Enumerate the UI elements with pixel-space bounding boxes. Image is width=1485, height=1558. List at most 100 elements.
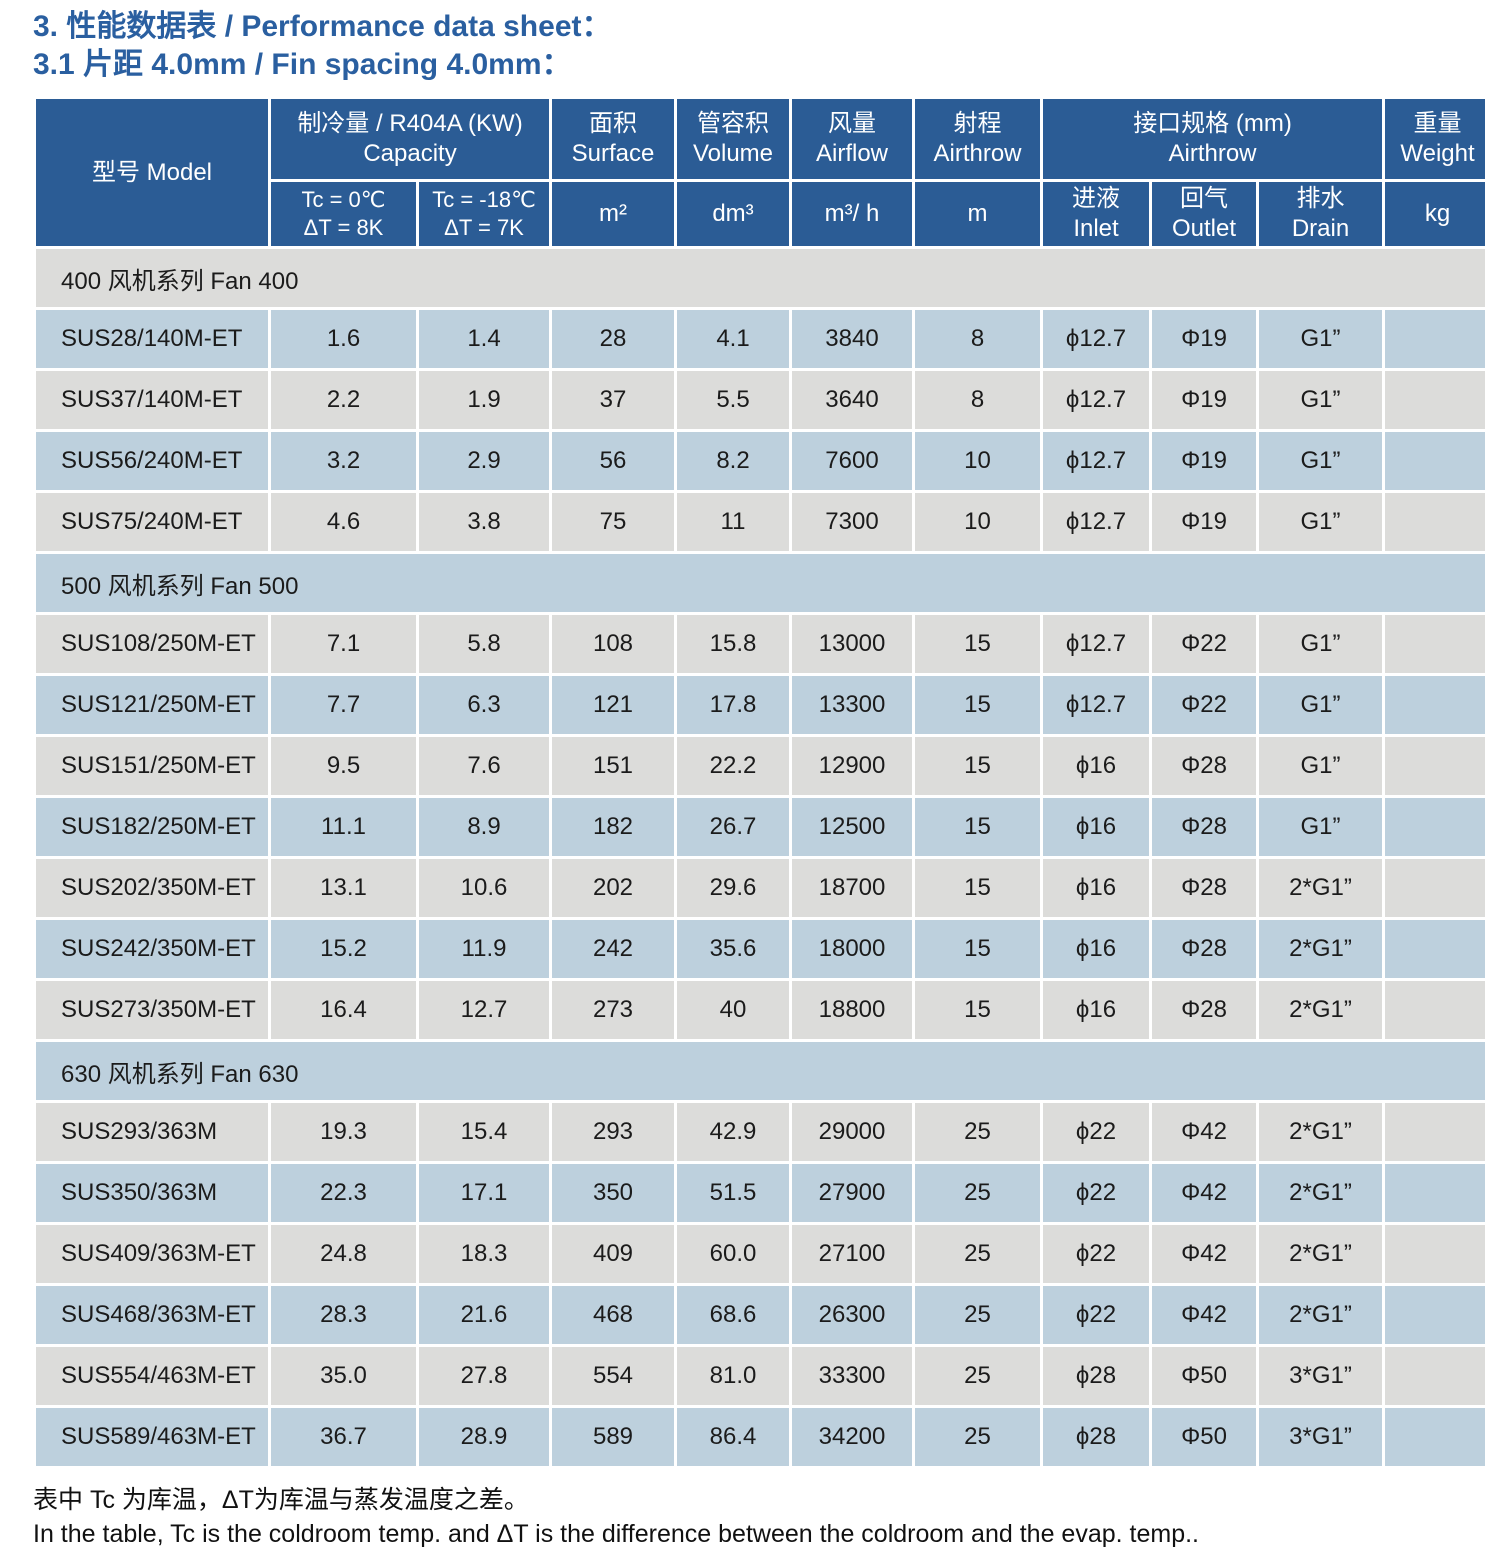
cell-model: SUS468/363M-ET [36,1286,268,1344]
cell-outlet: Φ50 [1152,1347,1256,1405]
header-airflow-en: Airflow [815,140,888,167]
cell-model: SUS56/240M-ET [36,432,268,490]
footnote-zh: 表中 Tc 为库温，ΔT为库温与蒸发温度之差。 [33,1486,529,1514]
cell-capacity-tc18: 21.6 [419,1286,549,1344]
cell-capacity-tc18: 18.3 [419,1225,549,1283]
cell-capacity-tc0: 3.2 [271,432,416,490]
header-airflow-zh: 风量 [828,110,876,137]
table-row: SUS182/250M-ET 11.1 8.9 182 26.7 12500 15 ϕ16 Φ2… [36,798,1485,856]
header-drain: 排水 Drain [1259,182,1383,246]
cell-capacity-tc18: 8.9 [419,798,549,856]
cell-drain: 2*G1” [1259,1225,1383,1283]
cell-outlet: Φ42 [1152,1103,1256,1161]
cell-weight [1385,1286,1485,1344]
header-surface-unit: m² [552,182,674,246]
cell-capacity-tc0: 28.3 [271,1286,416,1344]
cell-surface: 554 [552,1347,674,1405]
table-row: SUS589/463M-ET 36.7 28.9 589 86.4 34200 25 ϕ28 Φ… [36,1408,1485,1466]
header-outlet-zh: 回气 [1180,185,1228,212]
cell-model: SUS350/363M [36,1164,268,1222]
cell-capacity-tc0: 11.1 [271,798,416,856]
cell-outlet: Φ22 [1152,676,1256,734]
header-capacity-tc0-line1: Tc = 0℃ [301,187,386,212]
cell-volume: 81.0 [677,1347,789,1405]
cell-weight [1385,1164,1485,1222]
cell-airflow: 3840 [792,310,912,368]
cell-model: SUS554/463M-ET [36,1347,268,1405]
cell-drain: G1” [1259,615,1383,673]
cell-airthrow: 25 [915,1408,1040,1466]
cell-model: SUS37/140M-ET [36,371,268,429]
cell-inlet: ϕ22 [1043,1164,1149,1222]
cell-model: SUS28/140M-ET [36,310,268,368]
cell-model: SUS121/250M-ET [36,676,268,734]
header-inlet-zh: 进液 [1072,185,1120,212]
cell-airthrow: 10 [915,432,1040,490]
cell-inlet: ϕ12.7 [1043,310,1149,368]
cell-model: SUS151/250M-ET [36,737,268,795]
cell-drain: G1” [1259,432,1383,490]
cell-drain: G1” [1259,676,1383,734]
cell-volume: 42.9 [677,1103,789,1161]
cell-drain: G1” [1259,310,1383,368]
cell-volume: 35.6 [677,920,789,978]
cell-airthrow: 10 [915,493,1040,551]
cell-drain: G1” [1259,737,1383,795]
cell-capacity-tc18: 27.8 [419,1347,549,1405]
header-weight-unit: kg [1385,182,1485,246]
cell-airthrow: 15 [915,981,1040,1039]
cell-weight [1385,1408,1485,1466]
cell-airflow: 33300 [792,1347,912,1405]
title-block: 3. 性能数据表 / Performance data sheet： 3.1 片… [33,8,1457,84]
cell-drain: G1” [1259,371,1383,429]
header-airthrow-zh: 射程 [953,110,1002,137]
cell-capacity-tc0: 4.6 [271,493,416,551]
cell-outlet: Φ22 [1152,615,1256,673]
header-capacity-tc0: Tc = 0℃ ΔT = 8K [271,182,416,246]
cell-inlet: ϕ16 [1043,981,1149,1039]
cell-airflow: 12500 [792,798,912,856]
table-row: SUS293/363M 19.3 15.4 293 42.9 29000 25 ϕ22 Φ42 2… [36,1103,1485,1161]
cell-model: SUS108/250M-ET [36,615,268,673]
cell-volume: 15.8 [677,615,789,673]
cell-model: SUS182/250M-ET [36,798,268,856]
table-row: SUS151/250M-ET 9.5 7.6 151 22.2 12900 15 ϕ16 Φ28… [36,737,1485,795]
cell-volume: 40 [677,981,789,1039]
table-row: SUS28/140M-ET 1.6 1.4 28 4.1 3840 8 ϕ12.7 Φ19 G1” [36,310,1485,368]
header-volume-zh: 管容积 [697,110,769,137]
cell-surface: 151 [552,737,674,795]
cell-airflow: 34200 [792,1408,912,1466]
cell-outlet: Φ19 [1152,371,1256,429]
cell-outlet: Φ19 [1152,432,1256,490]
cell-weight [1385,798,1485,856]
header-volume: 管容积 Volume [677,99,789,179]
header-capacity: 制冷量 / R404A (KW) Capacity [271,99,549,179]
cell-volume: 26.7 [677,798,789,856]
cell-airthrow: 8 [915,310,1040,368]
cell-capacity-tc0: 7.7 [271,676,416,734]
cell-inlet: ϕ22 [1043,1286,1149,1344]
cell-inlet: ϕ16 [1043,920,1149,978]
cell-drain: 3*G1” [1259,1408,1383,1466]
cell-capacity-tc18: 1.4 [419,310,549,368]
header-airthrow-unit: m [915,182,1040,246]
cell-drain: 2*G1” [1259,859,1383,917]
performance-table: 型号 Model 制冷量 / R404A (KW) Capacity 面积 Su… [33,96,1485,1469]
cell-airflow: 18000 [792,920,912,978]
cell-capacity-tc0: 24.8 [271,1225,416,1283]
cell-inlet: ϕ12.7 [1043,493,1149,551]
cell-capacity-tc18: 17.1 [419,1164,549,1222]
cell-airflow: 13300 [792,676,912,734]
header-airflow: 风量 Airflow [792,99,912,179]
cell-airflow: 18800 [792,981,912,1039]
table-row: SUS273/350M-ET 16.4 12.7 273 40 18800 15 ϕ16 Φ28… [36,981,1485,1039]
cell-weight [1385,432,1485,490]
cell-weight [1385,859,1485,917]
header-volume-en: Volume [692,140,774,167]
cell-weight [1385,493,1485,551]
header-capacity-en: Capacity [363,140,457,167]
cell-weight [1385,920,1485,978]
cell-weight [1385,1347,1485,1405]
cell-airthrow: 15 [915,615,1040,673]
cell-capacity-tc18: 6.3 [419,676,549,734]
